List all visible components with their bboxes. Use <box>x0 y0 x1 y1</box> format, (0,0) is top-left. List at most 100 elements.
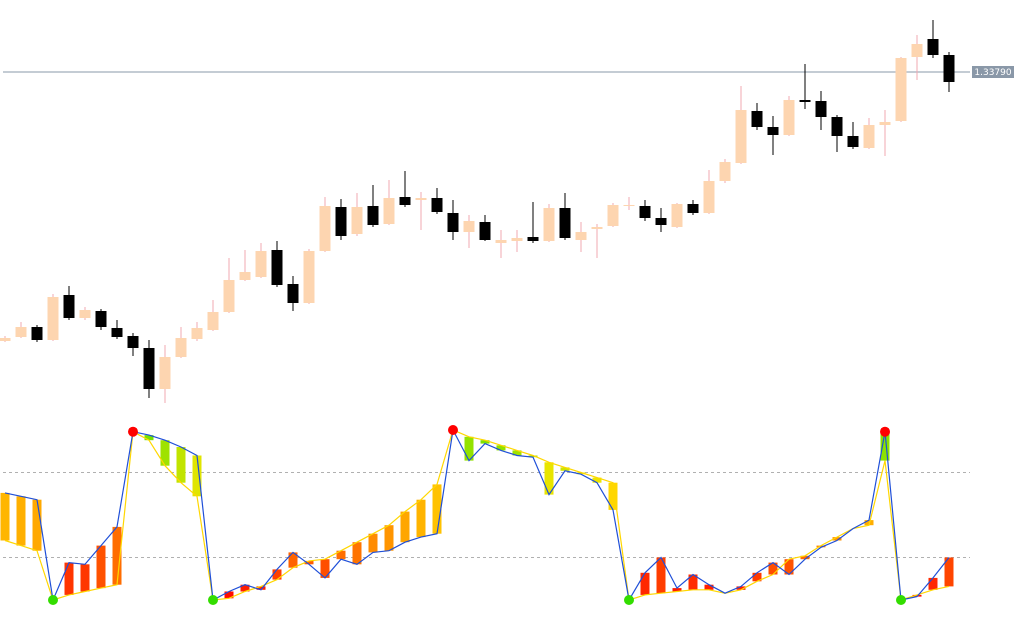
candle-body <box>527 237 539 241</box>
candle-body <box>47 297 59 340</box>
candle-body <box>447 213 459 232</box>
histogram-bar <box>16 496 26 546</box>
histogram-bar <box>224 591 234 599</box>
candle-body <box>463 221 475 232</box>
candle-body <box>655 218 667 225</box>
histogram-bar <box>192 455 202 497</box>
histogram-bar <box>256 586 266 590</box>
histogram-bar <box>608 482 618 510</box>
histogram-bar <box>336 550 346 560</box>
candle-body <box>879 122 891 125</box>
histogram-bar <box>96 545 106 589</box>
histogram-bar <box>672 588 682 592</box>
histogram-bar <box>272 569 282 580</box>
histogram-bar <box>704 584 714 590</box>
histogram-bar <box>592 477 602 483</box>
histogram-bar <box>560 467 570 471</box>
histogram-bar <box>736 586 746 590</box>
histogram-bar <box>32 499 42 551</box>
candle-body <box>159 357 171 389</box>
histogram-bar <box>464 436 474 461</box>
candle-body <box>623 205 635 206</box>
candle-body <box>943 55 955 82</box>
histogram-bar <box>752 572 762 582</box>
candle-body <box>31 327 43 340</box>
histogram-bar <box>688 574 698 590</box>
histogram-bar <box>496 445 506 451</box>
candle-body <box>831 117 843 136</box>
candle-body <box>591 227 603 229</box>
candle-body <box>639 206 651 218</box>
histogram-bar <box>784 559 794 575</box>
histogram-bar <box>400 511 410 543</box>
candle-body <box>575 232 587 240</box>
candle-body <box>223 280 235 312</box>
histogram-bar <box>416 499 426 538</box>
candle-body <box>863 125 875 148</box>
low-dot <box>208 595 218 605</box>
candle-body <box>207 312 219 330</box>
candle-body <box>111 328 123 337</box>
candle-body <box>415 198 427 200</box>
candle-body <box>127 336 139 348</box>
candle-body <box>287 284 299 303</box>
candle-body <box>383 198 395 224</box>
histogram-bar <box>432 484 442 534</box>
candle-body <box>927 39 939 55</box>
candle-body <box>719 162 731 181</box>
candle-body <box>399 197 411 205</box>
signal-line <box>4 429 950 601</box>
histogram-bar <box>640 572 650 595</box>
histogram-bar <box>0 492 10 541</box>
candle-body <box>367 206 379 225</box>
histogram-bar <box>112 526 122 585</box>
candle-body <box>703 181 715 213</box>
candle-body <box>799 100 811 102</box>
histogram-bar <box>368 533 378 553</box>
histogram-bar <box>144 435 154 441</box>
histogram-bar <box>944 557 954 587</box>
histogram-bar <box>768 562 778 575</box>
histogram-bar <box>304 560 314 565</box>
candle-body <box>911 44 923 57</box>
candle-body <box>735 110 747 163</box>
low-dot <box>624 595 634 605</box>
candle-body <box>335 207 347 236</box>
candle-body <box>303 251 315 303</box>
candle-body <box>671 204 683 227</box>
histogram-bar <box>384 525 394 551</box>
histogram-bar <box>64 562 74 595</box>
histogram-bar <box>80 564 90 592</box>
histogram-bar <box>480 440 490 444</box>
price-tag <box>972 66 1014 78</box>
candle-body <box>0 338 11 341</box>
histogram-bar <box>512 450 522 456</box>
candle-body <box>511 238 523 241</box>
histogram-bar <box>800 555 810 560</box>
histogram-bar <box>288 552 298 568</box>
histogram-bar <box>352 542 362 565</box>
candle-body <box>783 100 795 135</box>
candle-body <box>607 205 619 226</box>
histogram-bar <box>240 584 250 592</box>
candle-body <box>175 338 187 357</box>
candle-body <box>143 348 155 389</box>
candle-body <box>479 222 491 240</box>
candle-body <box>431 198 443 212</box>
histogram-bar <box>576 472 586 475</box>
candle-body <box>559 208 571 238</box>
main-line <box>4 428 950 603</box>
histogram-bar <box>544 462 554 495</box>
histogram-bar <box>176 447 186 483</box>
high-dot <box>880 426 890 437</box>
candle-body <box>95 311 107 327</box>
candle-body <box>191 328 203 339</box>
low-dot <box>48 595 58 605</box>
candle-body <box>751 111 763 127</box>
candle-body <box>271 250 283 285</box>
candle-body <box>255 251 267 277</box>
histogram-bar <box>864 520 874 526</box>
candle-body <box>543 208 555 241</box>
candle-body <box>815 101 827 117</box>
